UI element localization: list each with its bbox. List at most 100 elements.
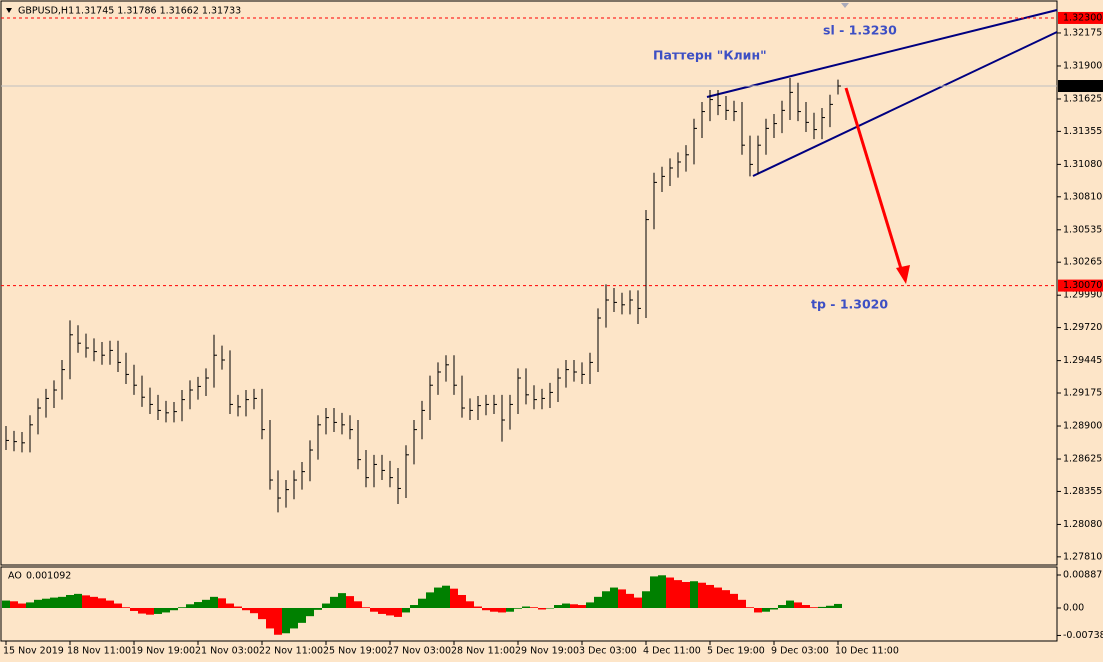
ohlc-header: 1.31745 1.31786 1.31662 1.31733: [75, 6, 241, 17]
ao-bar: [314, 607, 322, 610]
ao-bar: [18, 603, 26, 608]
ao-bar: [602, 591, 610, 608]
ao-bar: [282, 607, 290, 634]
x-tick-label: 18 Nov 11:00: [67, 646, 131, 657]
x-tick-label: 5 Dec 19:00: [707, 646, 765, 657]
x-tick-label: 27 Nov 03:00: [387, 646, 451, 657]
ao-bar: [98, 598, 106, 608]
ao-bar: [770, 607, 778, 610]
ao-bar: [386, 607, 394, 616]
ao-bar: [42, 598, 50, 608]
ao-bar: [818, 606, 826, 608]
ao-bar: [714, 587, 722, 608]
x-tick-label: 9 Dec 03:00: [771, 646, 829, 657]
ao-bar: [82, 595, 90, 608]
ao-bar: [266, 607, 274, 629]
ao-bar: [594, 596, 602, 608]
target-arrow[interactable]: [844, 87, 904, 273]
ao-bar: [474, 606, 482, 608]
ao-bar: [234, 606, 242, 608]
ao-bar: [682, 581, 690, 608]
ao-bar: [746, 607, 754, 608]
ao-bar: [546, 607, 554, 609]
ao-bar: [426, 592, 434, 608]
ao-bar: [202, 599, 210, 608]
ao-bar: [482, 607, 490, 611]
y-tick-label: 1.29445: [1063, 355, 1102, 366]
ao-bar: [738, 599, 746, 608]
ao-bar: [826, 605, 834, 608]
ao-bar: [130, 607, 138, 611]
x-tick-label: 28 Nov 11:00: [451, 646, 515, 657]
ao-bar: [778, 605, 786, 608]
ao-bar: [554, 605, 562, 608]
main-pane-frame: [0, 0, 1058, 566]
ao-bar: [114, 603, 122, 608]
ao-bar: [690, 581, 698, 608]
ao-bar: [506, 607, 514, 612]
y-tick-label: 1.27810: [1063, 551, 1102, 562]
ao-bar: [306, 607, 314, 617]
x-tick-label: 19 Nov 19:00: [131, 646, 195, 657]
ao-title: AO: [8, 571, 22, 582]
ao-bar: [698, 582, 706, 608]
ao-bar: [298, 607, 306, 623]
wedge-upper[interactable]: [706, 9, 1058, 98]
ao-bar: [570, 604, 578, 608]
wedge-lower[interactable]: [752, 31, 1058, 177]
ao-bar: [178, 607, 186, 608]
menu-arrow[interactable]: [6, 8, 12, 13]
symbol: GBPUSD,H1: [18, 6, 74, 17]
ao-bar: [706, 584, 714, 608]
ao-value: 0.001092: [26, 571, 71, 582]
y-tick-label: 0.00: [1063, 602, 1084, 613]
y-tick-label: 1.28625: [1063, 454, 1102, 465]
y-tick-label: 1.31625: [1063, 93, 1102, 104]
ao-bar: [498, 607, 506, 613]
ao-bar: [538, 607, 546, 610]
ao-bar: [810, 607, 818, 608]
ao-bar: [466, 601, 474, 608]
ao-bar: [58, 596, 66, 608]
ao-bar: [194, 602, 202, 608]
ao-bar: [210, 596, 218, 608]
ao-bar: [26, 602, 34, 608]
y-tick-label: 1.30535: [1063, 224, 1102, 235]
ao-bar: [10, 601, 18, 608]
ao-bar: [242, 607, 250, 611]
ao-bar: [410, 605, 418, 608]
ao-bar: [394, 607, 402, 617]
ao-bar: [186, 604, 194, 608]
level-label: 1.30070: [1063, 280, 1102, 291]
y-tick-label: 1.28355: [1063, 486, 1102, 497]
ao-bar: [642, 591, 650, 608]
ao-bar: [786, 600, 794, 608]
ao-bar: [802, 605, 810, 608]
level-label: 1.32300: [1063, 12, 1102, 23]
arrow-head: [896, 265, 910, 284]
ao-bar: [338, 593, 346, 608]
ao-bar: [378, 607, 386, 614]
ao-bar: [138, 607, 146, 614]
ao-bar: [514, 607, 522, 609]
y-tick-label: 1.28900: [1063, 421, 1102, 432]
ao-bar: [762, 607, 770, 612]
x-tick-label: 15 Nov 2019: [3, 646, 64, 657]
ao-bar: [834, 603, 842, 608]
bid-label: 1.31733: [1063, 81, 1102, 92]
ao-bar: [794, 602, 802, 608]
ao-bar: [674, 580, 682, 608]
x-tick-label: 25 Nov 19:00: [323, 646, 387, 657]
ao-bar: [578, 605, 586, 608]
shift-marker[interactable]: [841, 3, 849, 8]
ao-bar: [442, 585, 450, 608]
ao-bar: [490, 607, 498, 612]
ao-bar: [530, 607, 538, 608]
ao-bar: [522, 606, 530, 608]
y-tick-label: 1.31900: [1063, 60, 1102, 71]
ao-bar: [458, 594, 466, 608]
y-tick-label: 1.31080: [1063, 159, 1102, 170]
tp-label: tp - 1.3020: [811, 297, 888, 312]
ao-bar: [586, 602, 594, 608]
sl-label: sl - 1.3230: [823, 23, 897, 38]
